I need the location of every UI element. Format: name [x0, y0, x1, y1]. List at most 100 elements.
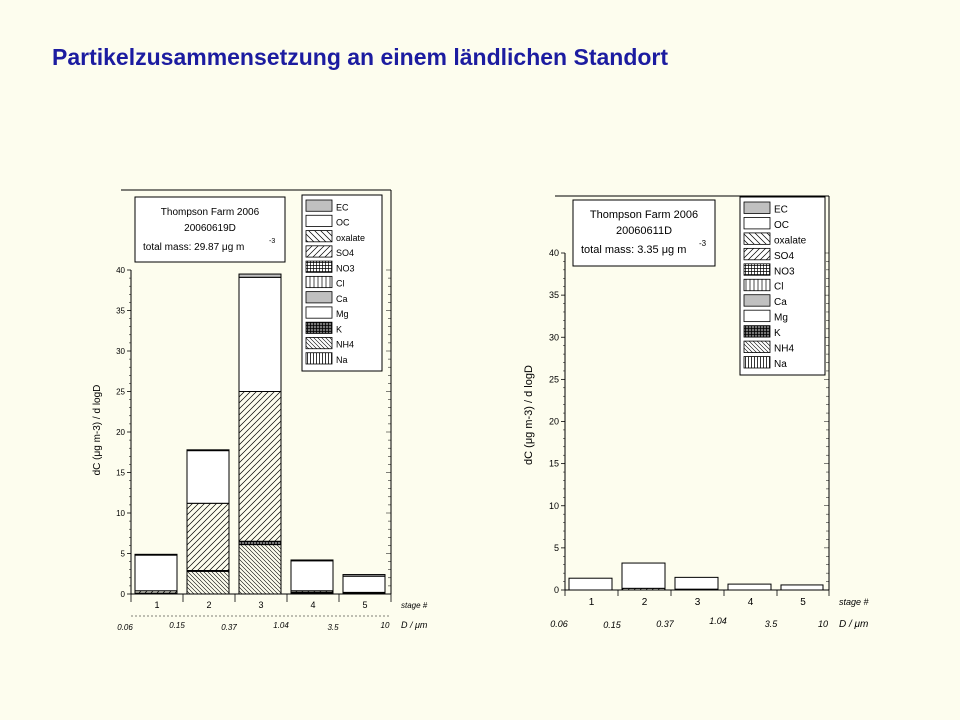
y-tick-label: 0 — [554, 585, 559, 595]
info-box-frame — [572, 199, 716, 267]
stage-number: 3 — [695, 597, 701, 608]
y-tick-label: 10 — [116, 509, 125, 518]
legend-label-oc: OC — [774, 220, 789, 231]
legend-label-cl: Cl — [336, 279, 345, 289]
legend-label-k: K — [336, 324, 342, 334]
legend-label-no3: NO3 — [774, 266, 795, 277]
legend-swatch-nh4 — [743, 340, 771, 353]
bar-segment-oc — [134, 554, 178, 592]
bar-segment-ec — [134, 553, 178, 556]
diameter-label: 0.06 — [117, 623, 133, 632]
y-tick-label: 25 — [549, 374, 559, 384]
legend-label-oxalate: oxalate — [774, 235, 807, 246]
bar-segment-ec — [186, 449, 230, 452]
y-tick-label: 20 — [116, 428, 125, 437]
stage-axis-label: stage # — [839, 597, 870, 607]
legend-label-nh4: NH4 — [336, 340, 354, 350]
diameter-label: 1.04 — [709, 616, 727, 626]
bar-segment-oc — [727, 583, 772, 591]
bar-segment-oc — [780, 584, 824, 591]
bar-segment-nh4 — [238, 544, 282, 595]
legend-swatch-so4 — [743, 247, 771, 261]
bar-segment-oc — [238, 276, 282, 393]
bar-segment-nh4 — [186, 570, 230, 595]
legend-label-so4: SO4 — [336, 248, 354, 258]
legend-swatch-mg — [743, 309, 771, 323]
legend-label-na: Na — [774, 359, 787, 370]
info-sample-id: 20060619D — [184, 223, 236, 234]
y-tick-label: 5 — [554, 543, 559, 553]
legend-label-na: Na — [336, 355, 348, 365]
legend-swatch-no3 — [743, 263, 771, 276]
stage-number: 1 — [154, 600, 159, 610]
info-total-mass: total mass: 29.87 μg m — [143, 242, 244, 253]
info-sample-id: 20060611D — [616, 225, 672, 237]
legend-swatch-na — [305, 352, 333, 365]
legend-label-so4: SO4 — [774, 251, 794, 262]
legend-swatch-cl — [743, 278, 771, 292]
legend-label-oc: OC — [336, 218, 350, 228]
info-total-mass: total mass: 3.35 μg m — [581, 244, 686, 256]
diameter-label: 10 — [381, 621, 390, 630]
legend-label-mg: Mg — [336, 309, 349, 319]
y-tick-label: 30 — [116, 347, 125, 356]
legend-label-cl: Cl — [774, 282, 783, 293]
legend-swatch-cl — [305, 275, 333, 289]
diameter-label: 0.37 — [656, 619, 675, 629]
diameter-label: 3.5 — [327, 623, 339, 632]
bar-segment-oc — [186, 450, 230, 504]
legend-swatch-no3 — [305, 260, 333, 273]
y-axis-label: dC (μg m-3) / d logD — [523, 365, 535, 465]
bar-segment-oc — [568, 577, 613, 591]
y-tick-label: 20 — [549, 417, 559, 427]
legend-swatch-k — [743, 325, 771, 338]
legend-label-nh4: NH4 — [774, 344, 794, 355]
legend-swatch-na — [743, 356, 771, 369]
stage-number: 1 — [589, 597, 595, 608]
legend-label-ec: EC — [774, 204, 788, 215]
legend-label-ca: Ca — [774, 297, 787, 308]
y-tick-label: 35 — [116, 307, 125, 316]
bar-segment-oc — [342, 575, 386, 593]
legend-swatch-nh4 — [305, 337, 333, 350]
diameter-label: 0.15 — [603, 620, 622, 630]
info-site: Thompson Farm 2006 — [161, 207, 260, 218]
y-tick-label: 40 — [116, 266, 125, 275]
chart-2: 0 5 10 15 20 25 30 35 40 dC (μg m-3) / d logD 1 2 3 4… — [523, 195, 870, 630]
diameter-label: 3.5 — [765, 619, 779, 629]
legend-label-oxalate: oxalate — [336, 233, 365, 243]
bar-segment-oc — [290, 560, 334, 592]
stage-number: 3 — [258, 600, 263, 610]
diameter-label: 0.15 — [169, 621, 185, 630]
legend-swatch-ca — [305, 291, 333, 304]
diameter-label: 0.37 — [221, 623, 237, 632]
page-title: Partikelzusammensetzung an einem ländlic… — [52, 44, 669, 70]
info-box: Thompson Farm 2006 20060611D total mass: 3… — [572, 199, 716, 267]
stage-number: 4 — [748, 597, 754, 608]
diameter-axis-label: D / μm — [401, 620, 428, 630]
y-tick-label: 5 — [121, 550, 126, 559]
info-box: Thompson Farm 2006 20060619D total mass: 2… — [134, 196, 286, 263]
legend-swatch-so4 — [305, 245, 333, 258]
legend-swatch-ca — [743, 294, 771, 307]
stage-number: 5 — [362, 600, 367, 610]
stage-number: 4 — [310, 600, 315, 610]
legend-swatch-ec — [743, 201, 771, 214]
legend-swatch-oxalate — [743, 232, 771, 245]
bar-segment-oc — [674, 576, 719, 590]
bar-segment-ec — [290, 559, 334, 562]
y-tick-label: 0 — [121, 590, 126, 599]
y-tick-label: 30 — [549, 332, 559, 342]
info-box-frame — [134, 196, 286, 263]
y-tick-label: 35 — [549, 290, 559, 300]
diameter-label: 0.06 — [550, 619, 568, 629]
info-site: Thompson Farm 2006 — [590, 209, 698, 221]
legend-label-no3: NO3 — [336, 263, 355, 273]
y-tick-label: 15 — [116, 469, 125, 478]
bar-segment-so4 — [238, 391, 282, 542]
stage-number: 2 — [642, 597, 648, 608]
y-tick-label: 15 — [549, 459, 559, 469]
chart-1: 0 5 10 15 20 25 30 35 40 dC (μg m-3) / d logD 1 2 3 4… — [92, 189, 428, 632]
diameter-label: 1.04 — [273, 621, 289, 630]
